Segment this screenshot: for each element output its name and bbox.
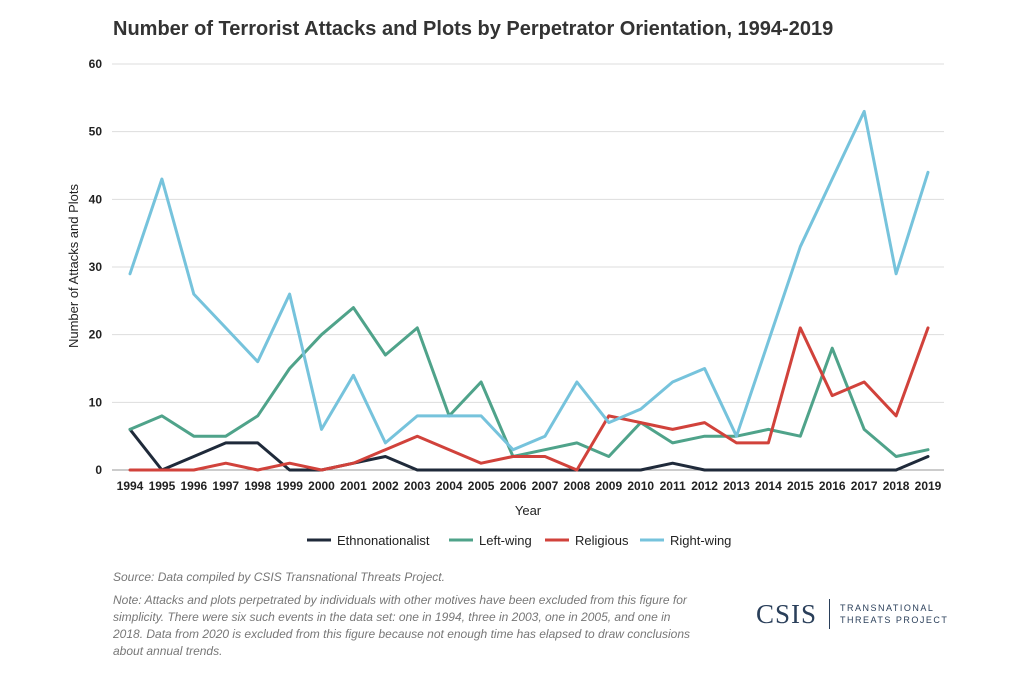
legend-label-religious: Religious	[575, 533, 629, 548]
x-tick-label: 2018	[883, 479, 910, 493]
series-line-left-wing	[128, 306, 930, 458]
x-axis-label: Year	[515, 503, 542, 518]
x-tick-label: 1994	[117, 479, 144, 493]
y-tick-label: 50	[89, 125, 103, 139]
x-tick-label: 1997	[212, 479, 239, 493]
series-lines	[128, 109, 930, 472]
x-tick-label: 2015	[787, 479, 814, 493]
y-axis-ticks: 0 10 20 30 40 50 60	[89, 57, 103, 477]
y-tick-label: 60	[89, 57, 103, 71]
x-tick-label: 2017	[851, 479, 878, 493]
line-chart: 0 10 20 30 40 50 60 1994 1995 1996 1997 1998 1999 20…	[66, 57, 944, 548]
x-tick-label: 2019	[915, 479, 942, 493]
x-tick-label: 2002	[372, 479, 399, 493]
x-tick-label: 1998	[244, 479, 271, 493]
csis-logo: CSIS TRANSNATIONAL THREATS PROJECT	[756, 598, 948, 630]
legend-label-right-wing: Right-wing	[670, 533, 731, 548]
y-tick-label: 0	[95, 463, 102, 477]
logo-divider	[829, 599, 831, 629]
x-tick-label: 2011	[660, 479, 686, 493]
y-tick-label: 40	[89, 192, 103, 206]
x-tick-label: 1999	[276, 479, 303, 493]
y-tick-label: 10	[89, 395, 103, 409]
x-tick-label: 1996	[180, 479, 207, 493]
x-tick-label: 2003	[404, 479, 431, 493]
logo-line-2: THREATS PROJECT	[840, 615, 949, 625]
y-tick-label: 30	[89, 260, 103, 274]
y-tick-label: 20	[89, 328, 103, 342]
series-line-religious	[128, 326, 930, 472]
x-tick-label: 2008	[564, 479, 591, 493]
x-tick-label: 2000	[308, 479, 335, 493]
legend: Ethnonationalist Left-wing Religious Right-…	[307, 533, 731, 548]
x-tick-label: 2009	[595, 479, 622, 493]
legend-label-ethnonationalist: Ethnonationalist	[337, 533, 430, 548]
chart-title: Number of Terrorist Attacks and Plots by…	[113, 18, 834, 40]
logo-line-1: TRANSNATIONAL	[840, 603, 935, 613]
source-text: Source: Data compiled by CSIS Transnatio…	[113, 570, 445, 584]
x-tick-label: 2004	[436, 479, 463, 493]
series-line-right-wing	[128, 109, 930, 452]
x-tick-label: 2014	[755, 479, 782, 493]
y-axis-label: Number of Attacks and Plots	[66, 183, 81, 348]
x-axis-ticks: 1994 1995 1996 1997 1998 1999 2000 2001 2002 2003…	[117, 479, 942, 493]
x-tick-label: 2001	[340, 479, 367, 493]
note-text: Note: Attacks and plots perpetrated by i…	[113, 593, 691, 658]
gridlines	[112, 63, 944, 471]
legend-label-left-wing: Left-wing	[479, 533, 532, 548]
x-tick-label: 2012	[691, 479, 718, 493]
x-tick-label: 2013	[723, 479, 750, 493]
x-tick-label: 2007	[532, 479, 559, 493]
x-tick-label: 2005	[468, 479, 495, 493]
x-tick-label: 1995	[149, 479, 176, 493]
x-tick-label: 2010	[627, 479, 654, 493]
series-line-ethnonationalist	[128, 427, 930, 472]
logo-mark: CSIS	[756, 598, 818, 629]
x-tick-label: 2006	[500, 479, 527, 493]
x-tick-label: 2016	[819, 479, 846, 493]
logo-text: TRANSNATIONAL THREATS PROJECT	[840, 602, 948, 626]
